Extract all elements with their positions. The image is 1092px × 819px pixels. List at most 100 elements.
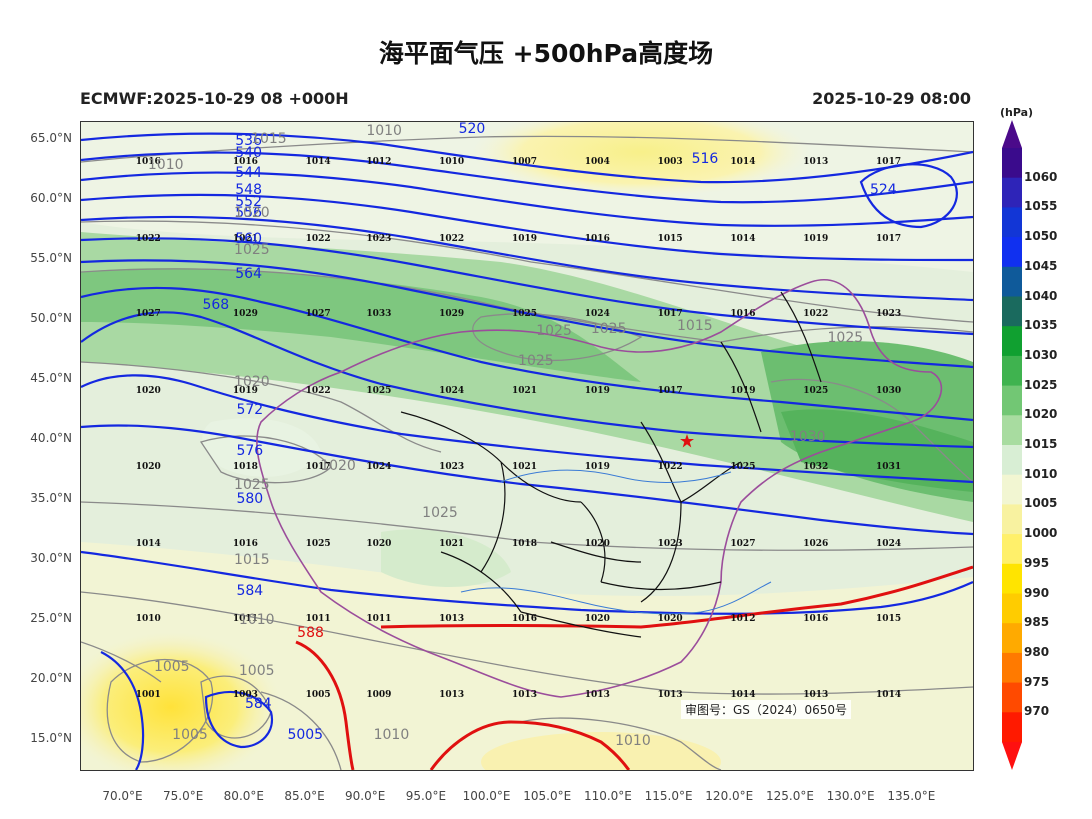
height-contour-label: 516 [691,151,719,167]
station-pressure-value: 1012 [730,614,756,625]
colorbar-tick-label: 1045 [1024,258,1058,273]
station-pressure-value: 1020 [135,386,161,397]
province-borders [400,291,822,638]
station-pressure-value: 1020 [366,538,392,549]
station-pressure-value: 1016 [511,614,538,625]
station-pressure-value: 1020 [135,461,161,472]
station-pressure-value: 1017 [876,157,902,167]
shade-east-core [781,409,973,492]
isobar-label: 1025 [234,242,270,259]
station-pressure-value: 1031 [876,461,902,472]
station-pressure-value: 1022 [135,233,161,244]
station-pressure-value: 1022 [305,386,331,397]
station-pressure-value: 1019 [803,233,829,244]
longitude-label: 100.0°E [462,789,511,803]
station-pressure-value: 1014 [876,689,902,700]
shade-tibet [381,529,511,587]
station-pressure-value: 1016 [232,157,258,167]
height-contours [81,132,973,770]
colorbar-tick-label: 1050 [1024,229,1058,244]
chart-title: 海平面气压 +500hPa高度场 [378,39,714,68]
isobar-label: 1010 [615,733,651,749]
station-pressure-value: 1023 [657,538,683,549]
station-pressure-value: 1014 [305,157,331,167]
colorbar [1002,120,1022,770]
isobar-label: 1015 [677,317,713,334]
station-pressure-value: 1010 [439,157,465,167]
latitude-label: 50.0°N [30,311,72,325]
low-south-shading [81,632,281,770]
station-pressure-value: 1024 [366,461,392,472]
station-pressure-value: 1012 [366,157,392,167]
station-pressure-value: 1024 [876,538,902,549]
isobar-label: 588 [297,625,324,641]
colorbar-unit: (hPa) [1000,106,1034,119]
height-contour-label: 5005 [287,727,324,743]
isobar-label: 1010 [366,123,402,140]
isobar-label: 1020 [234,374,270,391]
station-pressure-value: 1016 [135,157,161,167]
height-contour-label: 560 [235,231,262,248]
country-borders [256,279,943,698]
height-contour-label: 540 [235,145,262,161]
shade-mongolia-high [81,268,641,382]
station-pressure-value: 1021 [511,386,538,397]
station-pressure-value: 1019 [730,386,756,397]
longitude-label: 115.0°E [644,789,693,803]
isobar-label: 1015 [234,551,270,568]
station-pressure-value: 1016 [730,309,756,320]
weather-map[interactable]: 1016 1016 1014 1012 1010 1007 1004 1003 1014 1013… [80,121,974,771]
height-contour-label: 584 [244,695,272,712]
station-pressure-value: 1019 [584,461,610,472]
station-pressure-value: 1003 [232,689,258,700]
colorbar-tick-label: 985 [1024,615,1050,630]
isobar-label: 1005 [172,727,208,743]
isobar-label: 1025 [234,477,270,494]
subtropical-high-contour [295,565,973,770]
latitude-label: 40.0°N [30,431,72,445]
height-contour-label: 524 [869,182,897,199]
station-pressure-value: 1010 [135,614,161,625]
station-pressure-value: 1025 [305,538,331,549]
station-pressure-value: 1001 [135,689,161,700]
isobar-label: 1010 [373,727,410,743]
map-canvas [81,122,973,770]
station-pressure-value: 1013 [439,614,465,625]
station-pressure-value: 1029 [232,309,258,320]
colorbar-tick-label: 970 [1024,704,1050,719]
valid-time-label: 2025-10-29 08:00 [812,89,971,108]
station-pressure-value: 1024 [439,386,465,397]
isobar-label: 1005 [153,658,190,675]
longitude-label: 95.0°E [405,789,447,803]
model-run-label: ECMWF:2025-10-29 08 +000H [80,89,349,108]
isobar-label: 1025 [536,322,572,339]
station-pressure-value: 1014 [730,689,756,700]
station-pressure-value: 1023 [366,233,392,244]
colorbar-tick-label: 1015 [1024,437,1058,451]
isobar-label: 1030 [789,429,826,446]
latitude-label: 30.0°N [30,551,72,565]
map-approval-number: 审图号：GS（2024）0650号 [681,700,851,719]
station-pressure-value: 1021 [232,233,258,244]
station-pressure-value: 1005 [305,689,331,700]
height-contour-label: 584 [236,583,264,599]
height-contour-label: 576 [236,442,264,459]
longitude-label: 75.0°E [163,789,204,803]
isobar-label: 1020 [320,458,356,475]
isobar-lines [81,135,973,770]
height-contour-label: 536 [235,133,262,149]
station-pressure-value: 1023 [876,309,902,320]
station-pressure-value: 1013 [511,689,538,700]
isobar-label: 1025 [422,505,458,521]
longitude-label: 80.0°E [223,789,264,803]
station-pressure-value: 1013 [803,689,829,700]
longitude-label: 125.0°E [765,789,814,803]
station-pressure-value: 1014 [135,538,161,549]
latitude-label: 20.0°N [30,671,72,685]
colorbar-tick-label: 975 [1024,674,1050,689]
station-pressure-value: 1019 [232,386,258,397]
station-pressure-value: 1025 [511,309,538,320]
station-pressure-value: 1011 [232,614,258,625]
colorbar-tick-label: 1040 [1024,288,1058,303]
colorbar-tick-label: 1000 [1024,526,1058,541]
